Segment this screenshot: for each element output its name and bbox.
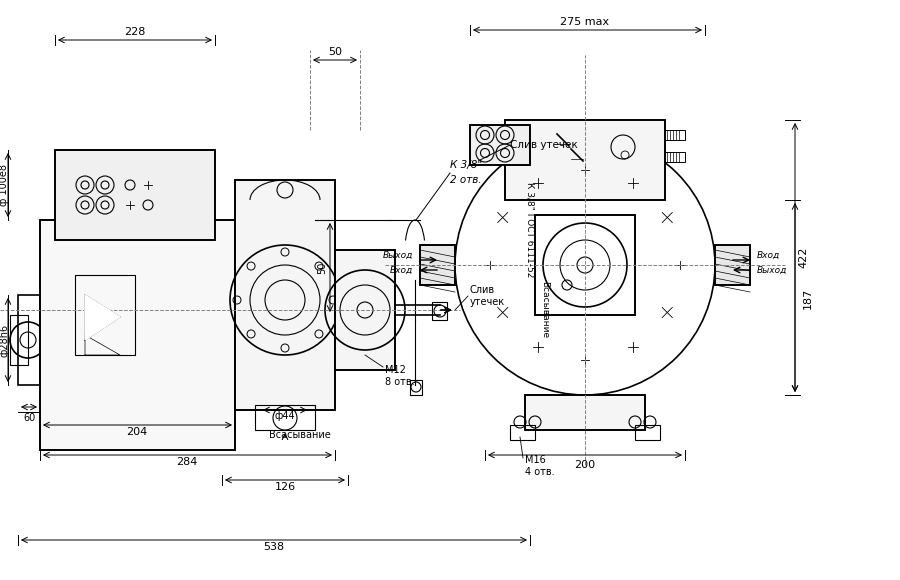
Text: Выход: Выход [757, 266, 788, 274]
Bar [635, 425, 660, 440]
Bar [505, 120, 665, 200]
Text: 50: 50 [328, 47, 342, 57]
Bar [18, 295, 40, 385]
Text: ф28h6: ф28h6 [0, 324, 9, 357]
Bar [55, 150, 215, 240]
Bar [470, 125, 530, 165]
Bar [525, 395, 645, 430]
Text: 187: 187 [803, 287, 813, 309]
Bar [335, 250, 395, 370]
Bar [715, 245, 750, 285]
Bar [505, 120, 665, 200]
Bar [235, 180, 335, 410]
Bar [255, 405, 315, 430]
Bar [335, 250, 395, 370]
Text: 284: 284 [176, 457, 198, 467]
Text: Вход: Вход [757, 251, 780, 259]
Text: 200: 200 [574, 460, 596, 470]
Text: Всасывание: Всасывание [541, 281, 550, 339]
Text: M12: M12 [385, 365, 406, 375]
Polygon shape [85, 295, 120, 340]
Text: Всасывание: Всасывание [269, 430, 331, 440]
Bar [75, 275, 135, 355]
Text: утечек: утечек [470, 297, 505, 307]
Bar [535, 215, 635, 315]
Text: 2 отв.: 2 отв. [450, 175, 482, 185]
Text: 422: 422 [798, 246, 808, 268]
Bar [432, 302, 447, 320]
Bar [420, 245, 455, 285]
Text: К 3/8" ГОСТ 6111-52: К 3/8" ГОСТ 6111-52 [526, 182, 535, 278]
Bar [535, 215, 635, 315]
Text: Выход: Выход [382, 251, 413, 259]
Text: 126: 126 [274, 482, 295, 492]
Text: 538: 538 [264, 542, 284, 552]
Text: 275 max: 275 max [561, 17, 609, 27]
Text: 4 отв.: 4 отв. [525, 467, 554, 477]
Text: Слив: Слив [470, 285, 495, 295]
Bar [410, 380, 422, 395]
Text: 50: 50 [317, 262, 327, 274]
Bar [525, 395, 645, 430]
Bar [665, 130, 685, 140]
Text: 204: 204 [126, 427, 148, 437]
Bar [665, 152, 685, 162]
Text: M16: M16 [525, 455, 545, 465]
Text: 60: 60 [22, 413, 35, 423]
Text: К 3/8": К 3/8" [450, 160, 482, 170]
Bar [715, 245, 750, 285]
Text: 228: 228 [124, 27, 146, 37]
Bar [510, 425, 535, 440]
Text: Вход: Вход [390, 266, 413, 274]
Text: ф 100e8: ф 100e8 [0, 164, 9, 206]
Bar [235, 180, 335, 410]
Text: 8 отв.: 8 отв. [385, 377, 415, 387]
Text: ф44: ф44 [274, 411, 295, 421]
Bar [40, 220, 235, 450]
Bar [420, 245, 455, 285]
Bar [10, 315, 28, 365]
Bar [40, 220, 235, 450]
Bar [55, 150, 215, 240]
Text: Слив утечек: Слив утечек [510, 140, 578, 150]
Bar [470, 125, 530, 165]
